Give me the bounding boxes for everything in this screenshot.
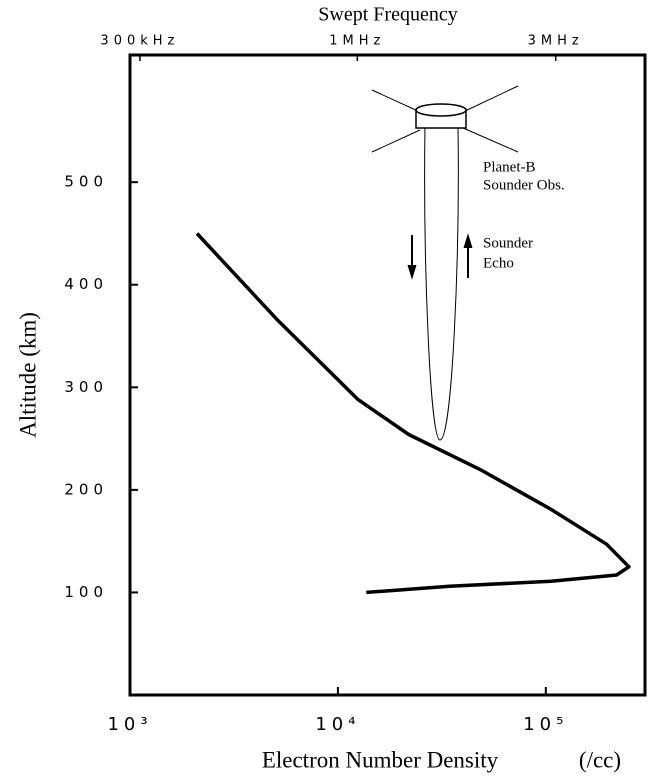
x-axis-label: Electron Number Density <box>262 747 499 772</box>
x-tick-label: 10³ <box>107 714 152 735</box>
annotation: Sounder <box>483 235 533 251</box>
y-tick-label: 100 <box>64 583 108 601</box>
x-tick-label: 10⁴ <box>315 714 360 735</box>
y-tick-label: 300 <box>64 378 108 396</box>
y-tick-label: 400 <box>64 275 108 293</box>
density-line <box>195 232 631 595</box>
x2-tick-label: 3MHz <box>528 34 584 49</box>
sounder-illustration <box>371 85 519 441</box>
x-axis-unit: (/cc) <box>579 747 621 772</box>
x2-tick-label: 1MHz <box>329 34 385 49</box>
x-tick-label: 10⁵ <box>523 714 568 735</box>
annotation: Sounder Obs. <box>483 177 565 193</box>
chart-title: Swept Frequency <box>318 4 457 26</box>
y-tick-label: 200 <box>64 480 108 498</box>
annotation: Echo <box>483 255 514 271</box>
y-axis-label: Altitude (km) <box>15 312 40 438</box>
x2-tick-label: 300kHz <box>100 34 179 49</box>
plot-frame <box>128 53 647 697</box>
y-tick-label: 500 <box>64 173 108 191</box>
annotation: Planet-B <box>483 159 536 175</box>
